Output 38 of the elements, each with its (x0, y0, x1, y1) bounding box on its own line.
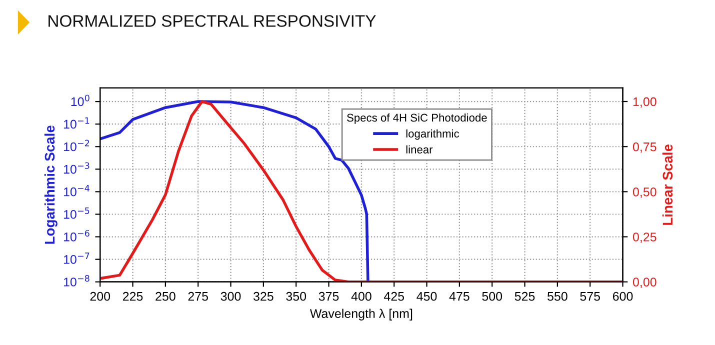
y-tick-label: 10$^{−8}$ (64, 275, 90, 286)
y-tick-label: 10$^{−7}$ (64, 252, 90, 264)
chart-title: NORMALIZED SPECTRAL RESPONSIVITY (48, 15, 376, 27)
legend-label: logarithmic (406, 129, 460, 140)
legend-label: linear (406, 145, 433, 154)
x-tick-label: 425 (384, 292, 404, 301)
x-tick-label: 250 (156, 292, 176, 301)
x-tick-label: 400 (351, 292, 372, 301)
x-tick-label: 450 (416, 292, 437, 301)
x-tick-label: 300 (220, 292, 241, 301)
x-tick-label: 475 (449, 292, 470, 301)
x-axis-title: Wavelength λ [nm] (310, 308, 412, 320)
x-tick-label: 275 (188, 292, 208, 301)
x-tick-label: 325 (253, 292, 274, 301)
x-tick-label: 225 (122, 292, 143, 301)
y-axis-title: Logarithmic Scale (44, 126, 58, 244)
x-tick-label: 600 (612, 292, 633, 301)
y2-tick-label: 0,75 (632, 142, 656, 153)
y2-tick-label: 0,25 (632, 232, 656, 243)
y2-tick-label: 0,50 (632, 187, 656, 198)
y-tick-label: 10$^{−5}$ (64, 208, 90, 219)
x-tick-label: 525 (514, 292, 535, 301)
y-tick-label: 10$^{−4}$ (64, 184, 90, 196)
legend-title: Specs of 4H SiC Photodiode (347, 113, 487, 124)
x-tick-label: 550 (548, 292, 568, 301)
y-tick-label: 10$^{−3}$ (64, 162, 90, 174)
y-tick-label: 10$^{0}$ (71, 94, 90, 106)
x-tick-label: 500 (482, 292, 502, 301)
y-tick-label: 10$^{−6}$ (64, 230, 90, 242)
y2-tick-label: 0,00 (632, 278, 656, 288)
y2-tick-label: 1,00 (633, 97, 656, 108)
x-tick-label: 375 (318, 292, 339, 301)
y2-axis-title: Linear Scale (662, 144, 673, 225)
x-tick-label: 350 (286, 292, 306, 301)
x-tick-label: 200 (90, 292, 110, 301)
x-tick-label: 575 (580, 292, 600, 301)
y-tick-label: 10$^{−2}$ (64, 140, 90, 152)
y-tick-label: 10$^{−1}$ (64, 117, 90, 129)
